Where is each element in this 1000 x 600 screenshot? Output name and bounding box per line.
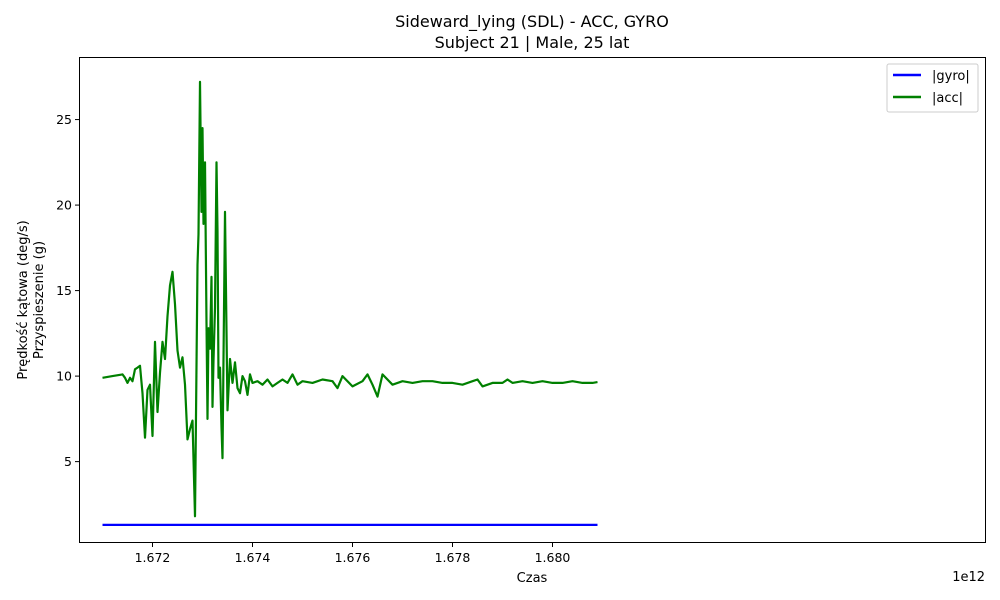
legend-label-gyro: |gyro|	[932, 69, 970, 84]
y-tick-label: 10	[56, 369, 72, 384]
chart-subtitle: Subject 21 | Male, 25 lat	[435, 33, 630, 52]
y-tick-label: 15	[56, 283, 72, 298]
x-tick-label: 1.678	[435, 550, 471, 565]
y-axis-label-line-2: Przyspieszenie (g)	[32, 241, 47, 359]
y-axis: 5 10 15 20 25	[56, 112, 80, 469]
series-layer	[102, 80, 598, 527]
x-tick-label: 1.680	[535, 550, 571, 565]
x-axis-label: Czas	[517, 571, 548, 586]
legend-label-acc: |acc|	[932, 91, 963, 106]
y-tick-label: 5	[64, 454, 72, 469]
x-tick-label: 1.674	[235, 550, 271, 565]
x-tick-label: 1.672	[135, 550, 171, 565]
y-tick-label: 25	[56, 112, 72, 127]
x-axis-offset-label: 1e12	[952, 570, 985, 585]
y-tick-label: 20	[56, 198, 72, 213]
x-tick-label: 1.676	[335, 550, 371, 565]
series-line-1	[102, 80, 598, 518]
plot-area	[79, 57, 986, 543]
x-axis: 1.672 1.674 1.676 1.678 1.680	[135, 542, 571, 565]
legend: |gyro| |acc|	[886, 63, 979, 113]
chart-title: Sideward_lying (SDL) - ACC, GYRO	[395, 12, 669, 32]
plot-frame	[79, 57, 986, 543]
y-axis-label-line-1: Prędkość kątowa (deg/s)	[16, 220, 31, 379]
